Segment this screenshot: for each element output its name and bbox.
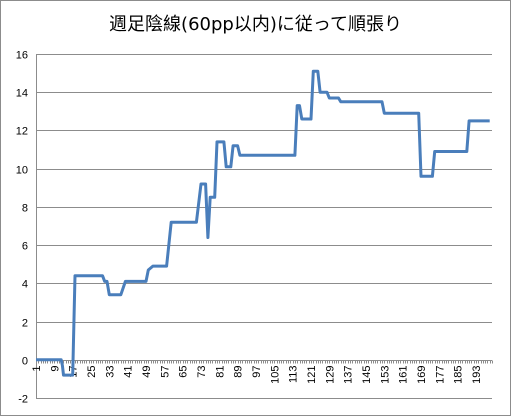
y-tick-label: 14	[16, 88, 28, 100]
x-tick-label: 65	[178, 366, 190, 378]
x-tick-label: 97	[251, 366, 263, 378]
x-tick-label: 129	[324, 366, 336, 384]
series-group	[36, 69, 490, 377]
x-tick-label: 25	[86, 366, 98, 378]
x-tick-label: 81	[214, 366, 226, 378]
x-tick-label: 89	[233, 366, 245, 378]
x-tick-label: 113	[288, 366, 300, 384]
x-tick-label: 33	[104, 366, 116, 378]
y-tick-label: 12	[16, 126, 28, 138]
x-tick-label: 73	[196, 366, 208, 378]
x-tick-label: 193	[471, 366, 483, 384]
x-tick-label: 145	[361, 366, 373, 384]
series-line-0	[36, 69, 490, 377]
y-tick-label: 8	[22, 203, 28, 215]
grid-lines	[36, 54, 492, 399]
x-tick-label: 1	[31, 366, 43, 372]
axes	[36, 54, 493, 398]
chart-title: 週足陰線(60pp以内)に従って順張り	[109, 14, 402, 35]
x-tick-label: 185	[453, 366, 465, 384]
x-tick-label: 177	[434, 366, 446, 384]
x-tick-label: 105	[269, 366, 281, 384]
y-tick-label: 6	[22, 241, 28, 253]
y-tick-label: -2	[18, 394, 28, 406]
x-tick-label: 161	[398, 366, 410, 384]
x-axis-tick-labels: 1 9 17 25 33 41 49 57 65 73 81 89 97 105 113 121 129 137 1…	[31, 366, 483, 384]
x-tick-label: 49	[141, 366, 153, 378]
x-tick-label: 137	[343, 366, 355, 384]
x-tick-label: 153	[379, 366, 391, 384]
y-axis-tick-labels: -2 0 2 4 6 8 10 12 14 16	[16, 50, 28, 406]
x-tick-label: 57	[159, 366, 171, 378]
y-tick-label: 0	[22, 356, 28, 368]
x-tick-label: 169	[416, 366, 428, 384]
y-tick-label: 2	[22, 318, 28, 330]
x-tick-label: 41	[123, 366, 135, 378]
y-tick-label: 10	[16, 165, 28, 177]
x-tick-label: 9	[49, 366, 61, 372]
y-tick-label: 16	[16, 50, 28, 62]
y-tick-label: 4	[22, 279, 28, 291]
x-tick-label: 121	[306, 366, 318, 384]
